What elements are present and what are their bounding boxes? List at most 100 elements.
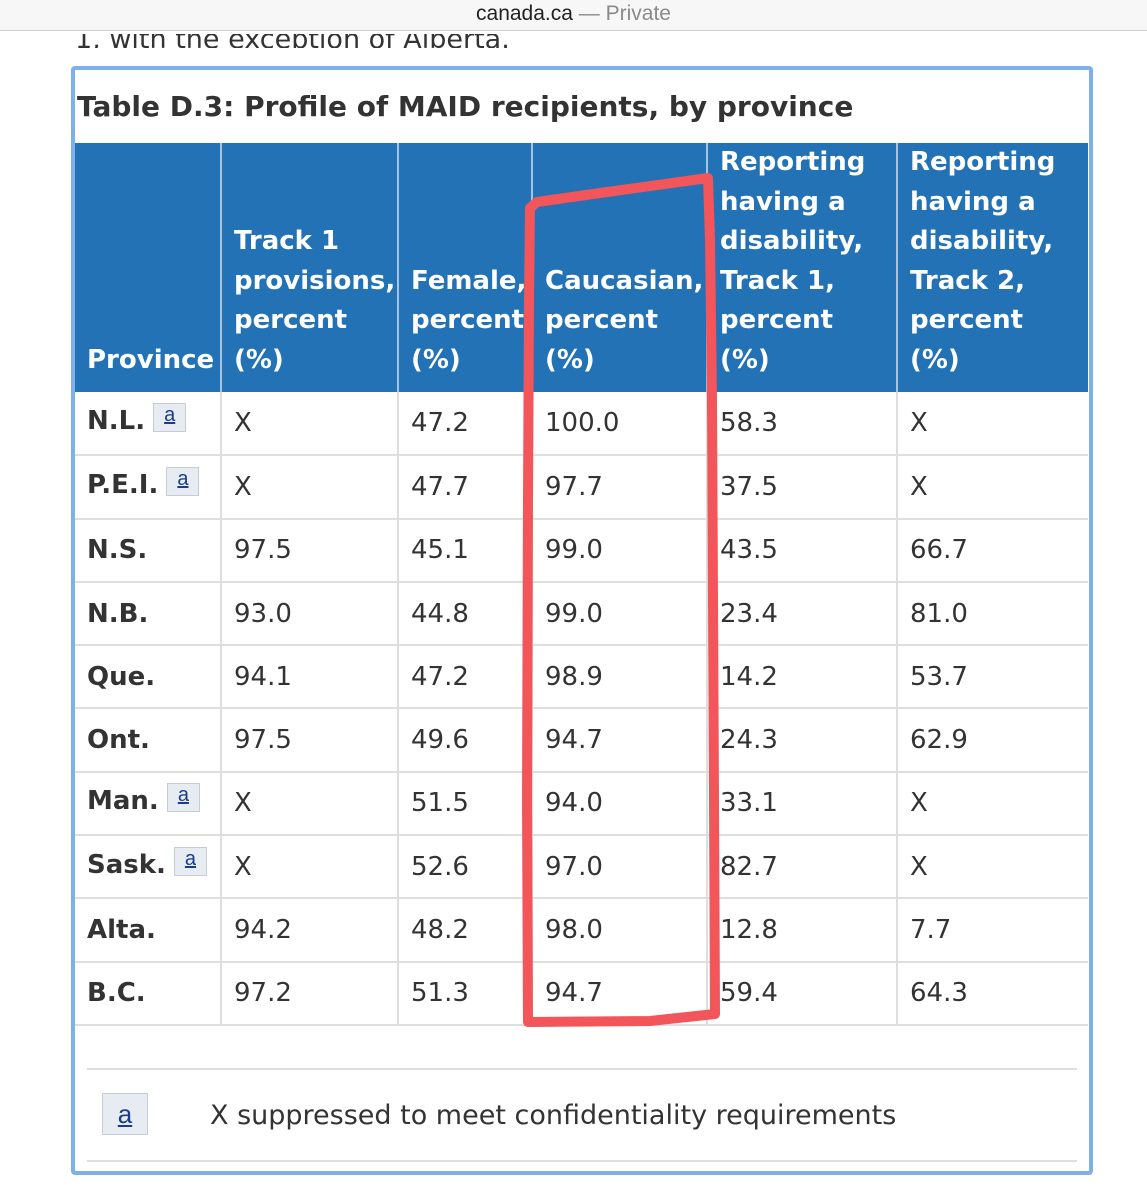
province-label: N.L. bbox=[87, 406, 146, 437]
table-cell: 98.0 bbox=[532, 898, 708, 963]
table-cell: 99.0 bbox=[532, 581, 708, 647]
province-label: Ont. bbox=[87, 725, 150, 756]
table-cell: 51.3 bbox=[398, 961, 533, 1026]
column-header: Track 1 provisions, percent (%) bbox=[221, 143, 399, 392]
footnote-link[interactable]: a bbox=[153, 403, 187, 433]
table-cell: 24.3 bbox=[707, 708, 898, 773]
table-cell: 94.2 bbox=[221, 898, 399, 963]
table-cell: 62.9 bbox=[897, 708, 1088, 773]
table-row: N.L. a X 47.2 100.0 58.3 X bbox=[75, 392, 1088, 457]
table-cell: 37.5 bbox=[707, 455, 898, 520]
domain-label: canada.ca bbox=[476, 2, 573, 25]
province-cell: Alta. bbox=[75, 898, 222, 963]
column-header: Female, percent (%) bbox=[398, 143, 533, 392]
header-row: Province Track 1 provisions, percent (%) F… bbox=[75, 143, 1088, 392]
table-cell: 100.0 bbox=[532, 392, 708, 457]
table-cell: X bbox=[897, 392, 1088, 457]
province-cell: Man. a bbox=[75, 771, 222, 837]
table-cell: X bbox=[897, 771, 1088, 837]
column-header: Reporting having a disability, Track 1, … bbox=[707, 143, 898, 392]
table-cell: 52.6 bbox=[398, 835, 533, 900]
province-label: B.C. bbox=[87, 978, 146, 1009]
footnote-link[interactable]: a bbox=[166, 466, 200, 496]
table-cell: 97.2 bbox=[221, 961, 399, 1026]
table-row: P.E.I. a X 47.7 97.7 37.5 X bbox=[75, 455, 1088, 520]
province-label: Man. bbox=[87, 786, 159, 817]
province-cell: N.L. a bbox=[75, 392, 222, 457]
table-cell: 97.0 bbox=[532, 835, 708, 900]
table-cell: 99.0 bbox=[532, 518, 708, 583]
table-cell: 97.7 bbox=[532, 455, 708, 520]
table-cell: 82.7 bbox=[707, 835, 898, 900]
footnote-key-link[interactable]: a bbox=[102, 1093, 148, 1135]
province-label: N.B. bbox=[87, 598, 149, 629]
table-cell: 94.0 bbox=[532, 771, 708, 837]
table-cell: 45.1 bbox=[398, 518, 533, 583]
table-cell: 58.3 bbox=[707, 392, 898, 457]
table-cell: 51.5 bbox=[398, 771, 533, 837]
table-cell: 14.2 bbox=[707, 645, 898, 710]
table-cell: 94.7 bbox=[532, 708, 708, 773]
table-row: N.S. 97.5 45.1 99.0 43.5 66.7 bbox=[75, 518, 1088, 583]
table-cell: 12.8 bbox=[707, 898, 898, 963]
column-header: Province bbox=[75, 143, 222, 392]
province-cell: N.S. bbox=[75, 518, 222, 583]
province-cell: Que. bbox=[75, 645, 222, 710]
maid-profile-table: Province Track 1 provisions, percent (%) F… bbox=[75, 143, 1088, 1026]
table-row: Sask. a X 52.6 97.0 82.7 X bbox=[75, 835, 1088, 900]
table-cell: 53.7 bbox=[897, 645, 1088, 710]
province-label: P.E.I. bbox=[87, 469, 159, 500]
table-cell: 23.4 bbox=[707, 581, 898, 647]
private-mode-label: Private bbox=[605, 2, 671, 25]
table-cell: 59.4 bbox=[707, 961, 898, 1026]
table-cell: X bbox=[221, 392, 399, 457]
column-header: Reporting having a disability, Track 2, … bbox=[897, 143, 1088, 392]
province-cell: P.E.I. a bbox=[75, 455, 222, 520]
table-cell: 44.8 bbox=[398, 581, 533, 647]
table-cell: 48.2 bbox=[398, 898, 533, 963]
table-cell: 97.5 bbox=[221, 518, 399, 583]
province-cell: B.C. bbox=[75, 961, 222, 1026]
table-cell: 7.7 bbox=[897, 898, 1088, 963]
table-notes: a X suppressed to meet confidentiality r… bbox=[87, 1068, 1077, 1162]
table-body: N.L. a X 47.2 100.0 58.3 X P.E.I. a X 47.7 97.7 37.5… bbox=[75, 392, 1088, 1026]
table-cell: 64.3 bbox=[897, 961, 1088, 1026]
table-cell: 33.1 bbox=[707, 771, 898, 837]
table-row: Ont. 97.5 49.6 94.7 24.3 62.9 bbox=[75, 708, 1088, 773]
footnote-link[interactable]: a bbox=[166, 783, 200, 813]
table-panel: Table D.3: Profile of MAID recipients, b… bbox=[71, 66, 1093, 1175]
province-cell: Sask. a bbox=[75, 835, 222, 900]
table-cell: 47.7 bbox=[398, 455, 533, 520]
column-header: Caucasian, percent (%) bbox=[532, 143, 708, 392]
table-cell: 93.0 bbox=[221, 581, 399, 647]
table-row: Que. 94.1 47.2 98.9 14.2 53.7 bbox=[75, 645, 1088, 710]
province-cell: Ont. bbox=[75, 708, 222, 773]
province-label: Sask. bbox=[87, 849, 166, 880]
table-cell: 43.5 bbox=[707, 518, 898, 583]
table-cell: 94.1 bbox=[221, 645, 399, 710]
table-row: Man. a X 51.5 94.0 33.1 X bbox=[75, 771, 1088, 837]
table-row: Alta. 94.2 48.2 98.0 12.8 7.7 bbox=[75, 898, 1088, 963]
table-cell: 47.2 bbox=[398, 645, 533, 710]
table-cell: 94.7 bbox=[532, 961, 708, 1026]
table-cell: 98.9 bbox=[532, 645, 708, 710]
table-cell: 66.7 bbox=[897, 518, 1088, 583]
separator: — bbox=[578, 2, 600, 25]
table-cell: 49.6 bbox=[398, 708, 533, 773]
table-cell: X bbox=[221, 835, 399, 900]
table-cell: X bbox=[221, 455, 399, 520]
province-label: N.S. bbox=[87, 535, 148, 566]
table-cell: 81.0 bbox=[897, 581, 1088, 647]
province-label: Alta. bbox=[87, 915, 156, 946]
table-cell: 47.2 bbox=[398, 392, 533, 457]
province-cell: N.B. bbox=[75, 581, 222, 647]
browser-address-bar[interactable]: canada.ca — Private bbox=[0, 0, 1147, 31]
footnote-text: X suppressed to meet confidentiality req… bbox=[210, 1100, 897, 1131]
table-cell: X bbox=[897, 455, 1088, 520]
footnote-link[interactable]: a bbox=[173, 846, 208, 876]
province-label: Que. bbox=[87, 661, 156, 692]
table-cell: 97.5 bbox=[221, 708, 399, 773]
table-row: N.B. 93.0 44.8 99.0 23.4 81.0 bbox=[75, 581, 1088, 647]
previous-paragraph-text: 1, with the exception of Alberta. bbox=[75, 34, 675, 48]
table-row: B.C. 97.2 51.3 94.7 59.4 64.3 bbox=[75, 961, 1088, 1026]
